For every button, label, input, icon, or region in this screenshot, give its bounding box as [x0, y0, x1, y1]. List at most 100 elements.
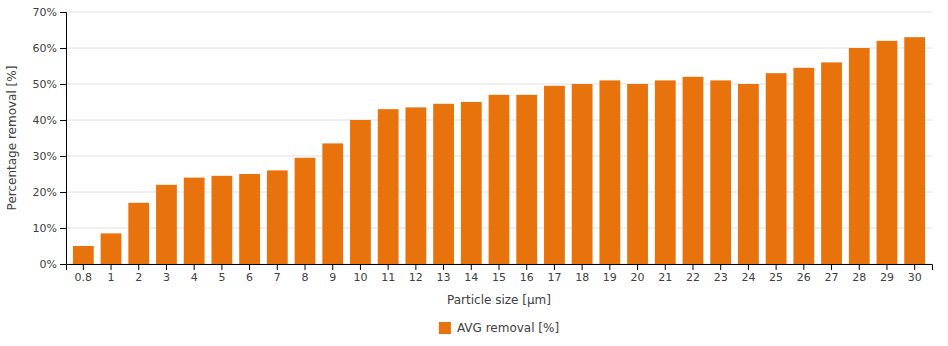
tick-label: 0% — [40, 258, 57, 271]
tick-mark — [831, 264, 832, 270]
tick-label: 29 — [880, 271, 894, 284]
legend-item: AVG removal [%] — [439, 321, 559, 335]
x-tick: 21 — [658, 264, 672, 284]
tick-mark — [582, 264, 583, 270]
x-tick: 5 — [218, 264, 225, 284]
x-tick: 11 — [381, 264, 395, 284]
chart: 0.81234567891011121314151617181920212223… — [0, 0, 948, 346]
tick-label: 40% — [33, 114, 57, 127]
x-tick: 19 — [603, 264, 617, 284]
x-tick: 26 — [797, 264, 811, 284]
tick-label: 22 — [686, 271, 700, 284]
x-axis-title: Particle size [μm] — [447, 293, 551, 307]
tick-label: 10% — [33, 222, 57, 235]
tick-mark — [194, 264, 195, 270]
bar — [295, 158, 316, 264]
tick-label: 27 — [825, 271, 839, 284]
x-tick: 29 — [880, 264, 894, 284]
tick-mark — [609, 264, 610, 270]
tick-label: 6 — [246, 271, 253, 284]
bar — [710, 80, 731, 264]
bar — [184, 178, 205, 264]
bar — [821, 62, 842, 264]
bar — [461, 102, 482, 264]
x-tick: 0.8 — [75, 264, 93, 284]
y-axis-title: Percentage removal [%] — [5, 66, 19, 211]
x-tick: 25 — [769, 264, 783, 284]
tick-mark — [60, 264, 66, 265]
tick-mark — [499, 264, 500, 270]
bar — [793, 68, 814, 264]
grid-line — [66, 12, 932, 13]
tick-label: 1 — [108, 271, 115, 284]
x-tick: 4 — [191, 264, 198, 284]
tick-label: 9 — [329, 271, 336, 284]
bar — [156, 185, 177, 264]
tick-mark — [803, 264, 804, 270]
bar — [877, 41, 898, 264]
bars — [73, 37, 925, 264]
bar — [516, 95, 537, 264]
tick-label: 18 — [575, 271, 589, 284]
bar — [322, 143, 343, 264]
x-tick: 6 — [246, 264, 253, 284]
tick-label: 50% — [33, 78, 57, 91]
x-tick: 22 — [686, 264, 700, 284]
tick-mark — [111, 264, 112, 270]
tick-label: 5 — [218, 271, 225, 284]
bar — [433, 104, 454, 264]
x-tick: 14 — [464, 264, 478, 284]
tick-mark — [60, 12, 66, 13]
legend-label: AVG removal [%] — [457, 321, 559, 335]
tick-label: 30% — [33, 150, 57, 163]
legend: AVG removal [%] — [439, 321, 559, 335]
tick-label: 11 — [381, 271, 395, 284]
bar — [766, 73, 787, 264]
tick-label: 20% — [33, 186, 57, 199]
tick-mark — [221, 264, 222, 270]
x-tick: 1 — [108, 264, 115, 284]
bar — [267, 170, 288, 264]
tick-label: 30 — [908, 271, 922, 284]
bar — [128, 203, 149, 264]
tick-label: 7 — [274, 271, 281, 284]
tick-label: 14 — [464, 271, 478, 284]
x-tick: 27 — [825, 264, 839, 284]
tick-mark — [526, 264, 527, 270]
tick-label: 4 — [191, 271, 198, 284]
y-tick: 40% — [33, 114, 66, 127]
x-tick: 7 — [274, 264, 281, 284]
y-tick: 30% — [33, 150, 66, 163]
bar — [544, 86, 565, 264]
tick-label: 17 — [547, 271, 561, 284]
bar — [599, 80, 620, 264]
tick-label: 15 — [492, 271, 506, 284]
bar — [849, 48, 870, 264]
y-tick: 20% — [33, 186, 66, 199]
tick-mark — [443, 264, 444, 270]
tick-label: 25 — [769, 271, 783, 284]
tick-mark — [60, 48, 66, 49]
tick-label: 3 — [163, 271, 170, 284]
tick-label: 21 — [658, 271, 672, 284]
x-tick: 17 — [547, 264, 561, 284]
bar — [627, 84, 648, 264]
bar — [405, 107, 426, 264]
tick-mark — [166, 264, 167, 270]
tick-mark — [720, 264, 721, 270]
y-tick: 70% — [33, 6, 66, 19]
tick-label: 0.8 — [75, 271, 93, 284]
tick-label: 19 — [603, 271, 617, 284]
tick-label: 70% — [33, 6, 57, 19]
x-tick: 10 — [353, 264, 367, 284]
tick-label: 16 — [520, 271, 534, 284]
axis-line — [67, 265, 933, 271]
grid — [66, 12, 932, 264]
tick-label: 26 — [797, 271, 811, 284]
y-tick: 50% — [33, 78, 66, 91]
tick-label: 20 — [631, 271, 645, 284]
bar — [683, 77, 704, 264]
x-tick: 8 — [302, 264, 309, 284]
legend-swatch — [439, 322, 451, 334]
tick-mark — [60, 120, 66, 121]
